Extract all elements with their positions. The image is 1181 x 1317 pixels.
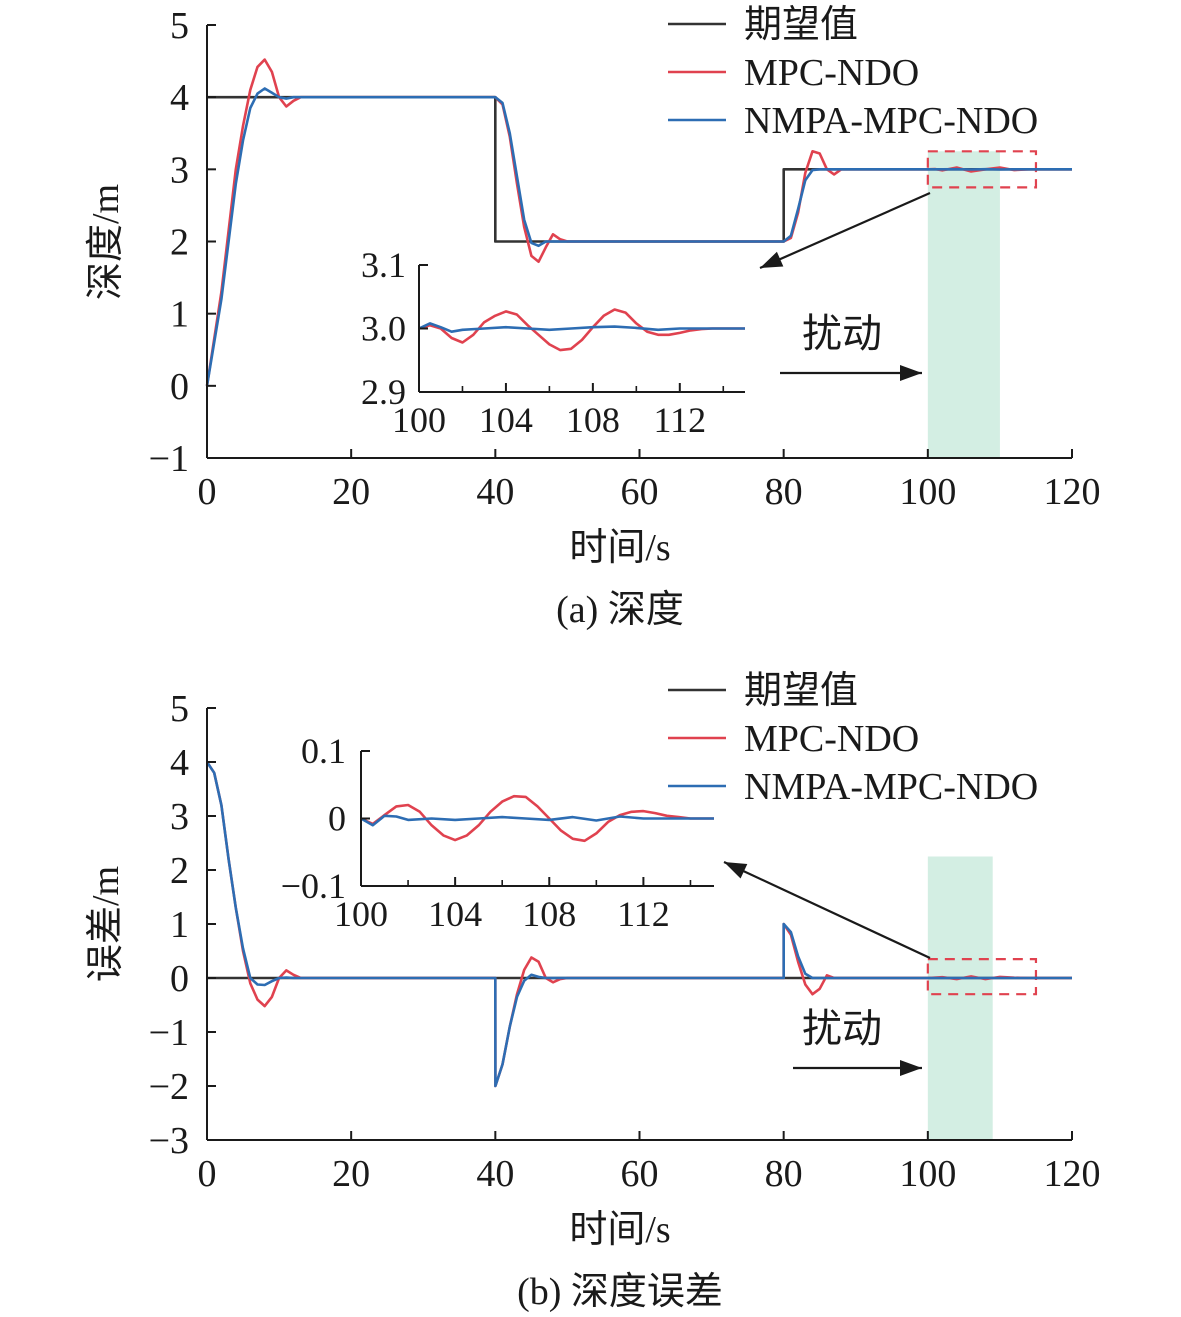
zoom-arrow-head [724, 862, 748, 879]
series-layer [205, 58, 1072, 387]
inset-x-tick-label: 112 [617, 894, 670, 934]
nmpa-mpc-ndo-line [205, 87, 1072, 387]
zoom-arrow [723, 861, 931, 959]
disturbance-label: 扰动 [802, 1006, 882, 1051]
y-tick-label: −1 [149, 1012, 189, 1054]
legend-label: NMPA-MPC-NDO [744, 100, 1038, 142]
x-tick-label: 100 [899, 1153, 956, 1195]
y-tick-label: 4 [170, 77, 189, 119]
inset-mpc-ndo-line [360, 794, 714, 843]
y-tick-label: 5 [170, 5, 189, 47]
legend-label: 期望值 [744, 4, 858, 46]
disturbance-arrow-head [900, 365, 922, 381]
inset-y-tick-label: 0.1 [301, 731, 346, 771]
tick-layer: 0 20 40 60 80 100 120 −3 −2 −1 0 1 2 3 4 5 [149, 688, 1101, 1195]
y-tick-label: 4 [170, 742, 189, 784]
inset-x-tick-label: 104 [428, 894, 482, 934]
disturbance-band [927, 151, 1000, 458]
inset-x-tick-label: 108 [566, 400, 620, 440]
y-tick-label: 1 [170, 294, 189, 336]
x-tick-label: 20 [332, 471, 370, 513]
legend-label: 期望值 [744, 670, 858, 712]
disturbance-arrow-head [900, 1060, 922, 1076]
legend-label: MPC-NDO [744, 52, 919, 94]
x-axis-title: 时间/s [569, 527, 670, 569]
y-tick-label: 2 [170, 850, 189, 892]
inset-nmpa-mpc-ndo-line [360, 814, 714, 827]
x-tick-label: 20 [332, 1153, 370, 1195]
x-tick-label: 100 [899, 471, 956, 513]
panel-caption: (b) 深度误差 [517, 1271, 723, 1313]
inset-x-tick-label: 100 [334, 894, 388, 934]
x-tick-label: 40 [476, 1153, 514, 1195]
legend-label: MPC-NDO [744, 718, 919, 760]
legend-label: NMPA-MPC-NDO [744, 766, 1038, 808]
inset-x-tick-label: 112 [653, 400, 706, 440]
disturbance-label: 扰动 [802, 311, 882, 356]
inset-nmpa-mpc-ndo-line [418, 322, 745, 334]
legend: 期望值 MPC-NDO NMPA-MPC-NDO [668, 670, 1038, 808]
inset-x-tick-label: 108 [522, 894, 576, 934]
y-tick-label: 5 [170, 688, 189, 730]
zoom-box [926, 957, 1038, 996]
disturbance-band [927, 856, 993, 1140]
inset-y-tick-label: 3.1 [361, 245, 406, 285]
panel-caption: (a) 深度 [556, 589, 684, 631]
x-tick-label: 60 [621, 1153, 659, 1195]
y-tick-label: −3 [149, 1120, 189, 1162]
nmpa-mpc-ndo-line [205, 761, 1072, 1088]
x-tick-label: 80 [765, 1153, 803, 1195]
y-tick-label: 1 [170, 904, 189, 946]
y-tick-label: −2 [149, 1066, 189, 1108]
series-layer [205, 761, 1072, 1088]
x-tick-label: 60 [621, 471, 659, 513]
inset-y-tick-label: 3.0 [361, 309, 406, 349]
x-tick-label: 120 [1044, 471, 1101, 513]
x-axis-title: 时间/s [569, 1209, 670, 1251]
inset-x-tick-label: 104 [479, 400, 533, 440]
y-axis-title: 深度/m [85, 184, 127, 300]
y-tick-label: 0 [170, 958, 189, 1000]
y-tick-label: 3 [170, 796, 189, 838]
inset-chart: 100 104 108 112 2.9 3.0 3.1 [361, 245, 745, 440]
zoom-box-layer [926, 957, 1038, 996]
zoom-arrow-head [760, 251, 784, 268]
inset-y-tick-label: 0 [328, 799, 346, 839]
annotation-arrows [759, 191, 931, 381]
inset-x-tick-label: 100 [392, 400, 446, 440]
annotation-arrows [723, 861, 931, 1076]
disturbance-band-layer [927, 151, 1000, 458]
x-tick-label: 40 [476, 471, 514, 513]
x-tick-label: 120 [1044, 1153, 1101, 1195]
x-tick-label: 0 [198, 471, 217, 513]
inset-y-tick-label: −0.1 [281, 866, 346, 906]
chart-panel-depth-error: 0 20 40 60 80 100 120 −3 −2 −1 0 1 2 3 4 5 时间/s 误差/m (b… [85, 670, 1101, 1313]
zoom-arrow [759, 191, 931, 270]
y-tick-label: −1 [149, 438, 189, 480]
inset-chart: 100 104 108 112 −0.1 0 0.1 [281, 731, 714, 934]
x-tick-label: 80 [765, 471, 803, 513]
y-tick-label: 2 [170, 222, 189, 264]
y-tick-label: 0 [170, 366, 189, 408]
y-tick-label: 3 [170, 149, 189, 191]
inset-y-tick-label: 2.9 [361, 372, 406, 412]
legend: 期望值 MPC-NDO NMPA-MPC-NDO [668, 4, 1038, 142]
y-axis-title: 误差/m [85, 866, 127, 982]
disturbance-band-layer [927, 856, 993, 1140]
x-tick-label: 0 [198, 1153, 217, 1195]
inset-mpc-ndo-line [418, 308, 745, 352]
